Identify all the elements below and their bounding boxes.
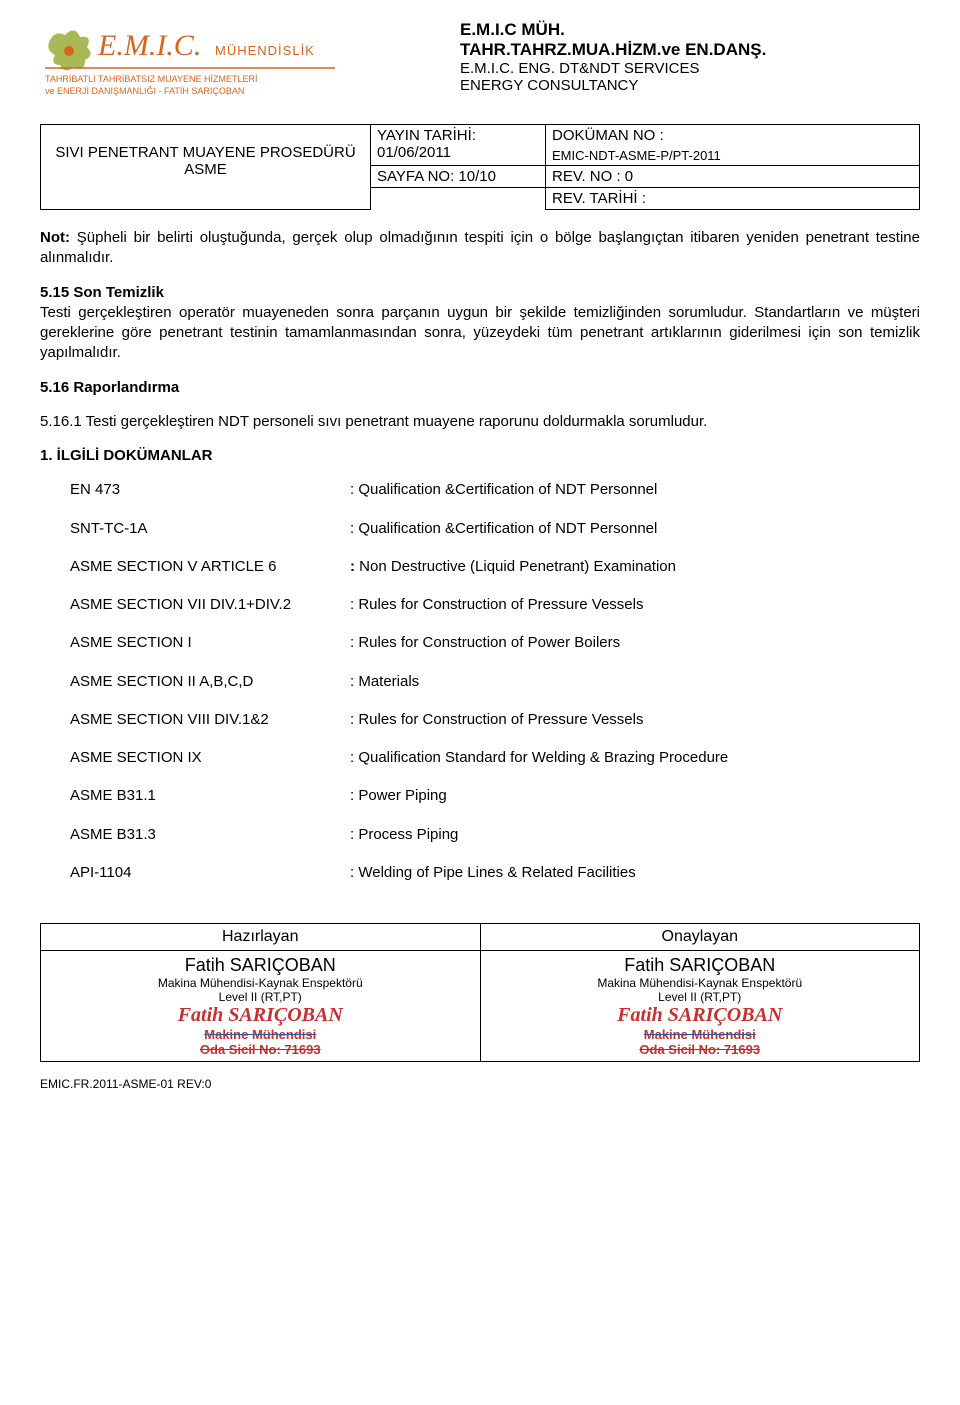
procedure-title: SIVI PENETRANT MUAYENE PROSEDÜRÜ xyxy=(55,144,355,161)
doc-desc: : Qualification Standard for Welding & B… xyxy=(350,748,920,768)
doc-code: ASME SECTION VIII DIV.1&2 xyxy=(70,710,350,730)
doc-row: ASME SECTION VIII DIV.1&2: Rules for Con… xyxy=(70,710,920,730)
approver-role1: Makina Mühendisi-Kaynak Enspektörü xyxy=(485,976,916,990)
doc-row: SNT-TC-1A: Qualification &Certification … xyxy=(70,519,920,539)
doc-row: ASME SECTION II A,B,C,D: Materials xyxy=(70,672,920,692)
note-label: Not: xyxy=(40,229,70,246)
heading-516: 5.16 Raporlandırma xyxy=(40,378,920,398)
note-paragraph: Not: Şüpheli bir belirti oluştuğunda, ge… xyxy=(40,228,920,269)
document-no-value: EMIC-NDT-ASME-P/PT-2011 xyxy=(552,148,721,163)
doc-code: ASME SECTION II A,B,C,D xyxy=(70,672,350,692)
doc-code: ASME B31.1 xyxy=(70,786,350,806)
section-515: 5.15 Son Temizlik Testi gerçekleştiren o… xyxy=(40,283,920,364)
preparer-stamp-l2: Oda Sicil No: 71693 xyxy=(45,1042,476,1057)
preparer-stamp-l1: Makine Mühendisi xyxy=(45,1027,476,1042)
company-sub-2: ENERGY CONSULTANCY xyxy=(460,77,920,94)
document-info-table: SIVI PENETRANT MUAYENE PROSEDÜRÜ ASME YA… xyxy=(40,124,920,210)
issue-date-cell: YAYIN TARİHİ: 01/06/2011 xyxy=(371,125,546,166)
sig-header-right: Onaylayan xyxy=(480,924,920,951)
rev-date-cell: REV. TARİHİ : xyxy=(546,188,920,210)
logo-tag1: TAHRİBATLI TAHRİBATSIZ MUAYENE HİZMETLER… xyxy=(45,74,258,84)
approver-name: Fatih SARIÇOBAN xyxy=(485,955,916,976)
doc-desc: : Welding of Pipe Lines & Related Facili… xyxy=(350,863,920,883)
company-title-2: TAHR.TAHRZ.MUA.HİZM.ve EN.DANŞ. xyxy=(460,40,920,60)
preparer-name: Fatih SARIÇOBAN xyxy=(45,955,476,976)
logo-tag2: ve ENERJİ DANIŞMANLIĞI - FATİH SARIÇOBAN xyxy=(45,86,244,96)
company-logo: E.M.I.C. MÜHENDİSLİK TAHRİBATLI TAHRİBAT… xyxy=(40,20,340,110)
logo-block: E.M.I.C. MÜHENDİSLİK TAHRİBATLI TAHRİBAT… xyxy=(40,20,360,114)
heading-515: 5.15 Son Temizlik xyxy=(40,284,164,301)
prepared-by-label: Hazırlayan xyxy=(222,928,298,945)
related-documents-list: EN 473: Qualification &Certification of … xyxy=(70,480,920,883)
company-info: E.M.I.C MÜH. TAHR.TAHRZ.MUA.HİZM.ve EN.D… xyxy=(360,20,920,94)
doc-row: EN 473: Qualification &Certification of … xyxy=(70,480,920,500)
note-text: Şüpheli bir belirti oluştuğunda, gerçek … xyxy=(40,229,920,266)
doc-desc: : Materials xyxy=(350,672,920,692)
doc-code: ASME SECTION IX xyxy=(70,748,350,768)
sig-left-cell: Fatih SARIÇOBAN Makina Mühendisi-Kaynak … xyxy=(41,951,481,1062)
page-no-cell: SAYFA NO: 10/10 xyxy=(371,166,546,188)
sig-header-left: Hazırlayan xyxy=(41,924,481,951)
doc-code: ASME SECTION VII DIV.1+DIV.2 xyxy=(70,595,350,615)
doc-code: API-1104 xyxy=(70,863,350,883)
issue-date-value: 01/06/2011 xyxy=(377,144,451,161)
approver-stamp-l2: Oda Sicil No: 71693 xyxy=(485,1042,916,1057)
company-title-1: E.M.I.C MÜH. xyxy=(460,20,920,40)
doc-desc: : Non Destructive (Liquid Penetrant) Exa… xyxy=(350,557,920,577)
doc-code: ASME SECTION V ARTICLE 6 xyxy=(70,557,350,577)
procedure-sub: ASME xyxy=(184,161,227,178)
doc-row: ASME B31.1: Power Piping xyxy=(70,786,920,806)
issue-date-label: YAYIN TARİHİ: xyxy=(377,127,476,144)
company-sub-1: E.M.I.C. ENG. DT&NDT SERVICES xyxy=(460,60,920,77)
document-no-label: DOKÜMAN NO : xyxy=(552,127,664,144)
document-no-cell: DOKÜMAN NO : xyxy=(546,125,920,147)
doc-row: ASME SECTION VII DIV.1+DIV.2: Rules for … xyxy=(70,595,920,615)
doc-code: EN 473 xyxy=(70,480,350,500)
preparer-role1: Makina Mühendisi-Kaynak Enspektörü xyxy=(45,976,476,990)
sig-right-cell: Fatih SARIÇOBAN Makina Mühendisi-Kaynak … xyxy=(480,951,920,1062)
doc-row: API-1104: Welding of Pipe Lines & Relate… xyxy=(70,863,920,883)
doc-desc: : Power Piping xyxy=(350,786,920,806)
text-5161: 5.16.1 Testi gerçekleştiren NDT personel… xyxy=(40,412,920,432)
signature-table: Hazırlayan Onaylayan Fatih SARIÇOBAN Mak… xyxy=(40,923,920,1062)
procedure-title-cell: SIVI PENETRANT MUAYENE PROSEDÜRÜ ASME xyxy=(41,125,371,210)
doc-row: ASME SECTION IX: Qualification Standard … xyxy=(70,748,920,768)
doc-desc: : Rules for Construction of Pressure Ves… xyxy=(350,595,920,615)
doc-desc: : Rules for Construction of Power Boiler… xyxy=(350,633,920,653)
approver-stamp-l1: Makine Mühendisi xyxy=(485,1027,916,1042)
approver-stamp-name: Fatih SARIÇOBAN xyxy=(485,1004,916,1027)
logo-brand-sub: MÜHENDİSLİK xyxy=(215,43,315,58)
doc-code: ASME B31.3 xyxy=(70,825,350,845)
doc-desc: : Qualification &Certification of NDT Pe… xyxy=(350,480,920,500)
doc-row: ASME B31.3: Process Piping xyxy=(70,825,920,845)
document-no-value-cell: EMIC-NDT-ASME-P/PT-2011 xyxy=(546,146,920,166)
doc-desc: : Rules for Construction of Pressure Ves… xyxy=(350,710,920,730)
header: E.M.I.C. MÜHENDİSLİK TAHRİBATLI TAHRİBAT… xyxy=(40,20,920,114)
rev-no-cell: REV. NO : 0 xyxy=(546,166,920,188)
doc-desc: : Process Piping xyxy=(350,825,920,845)
footer-code: EMIC.FR.2011-ASME-01 REV:0 xyxy=(40,1077,920,1091)
doc-row: ASME SECTION V ARTICLE 6: Non Destructiv… xyxy=(70,557,920,577)
heading-1: 1. İLGİLİ DOKÜMANLAR xyxy=(40,446,920,466)
doc-row: ASME SECTION I: Rules for Construction o… xyxy=(70,633,920,653)
preparer-role2: Level II (RT,PT) xyxy=(45,990,476,1004)
approver-role2: Level II (RT,PT) xyxy=(485,990,916,1004)
logo-brand: E.M.I.C. xyxy=(97,29,201,62)
doc-code: ASME SECTION I xyxy=(70,633,350,653)
doc-code: SNT-TC-1A xyxy=(70,519,350,539)
document-body: Not: Şüpheli bir belirti oluştuğunda, ge… xyxy=(40,228,920,883)
approved-by-label: Onaylayan xyxy=(662,928,739,945)
text-515: Testi gerçekleştiren operatör muayeneden… xyxy=(40,304,920,362)
doc-desc: : Qualification &Certification of NDT Pe… xyxy=(350,519,920,539)
preparer-stamp-name: Fatih SARIÇOBAN xyxy=(45,1004,476,1027)
